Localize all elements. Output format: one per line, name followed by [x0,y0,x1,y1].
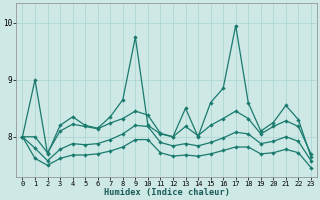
X-axis label: Humidex (Indice chaleur): Humidex (Indice chaleur) [104,188,230,197]
